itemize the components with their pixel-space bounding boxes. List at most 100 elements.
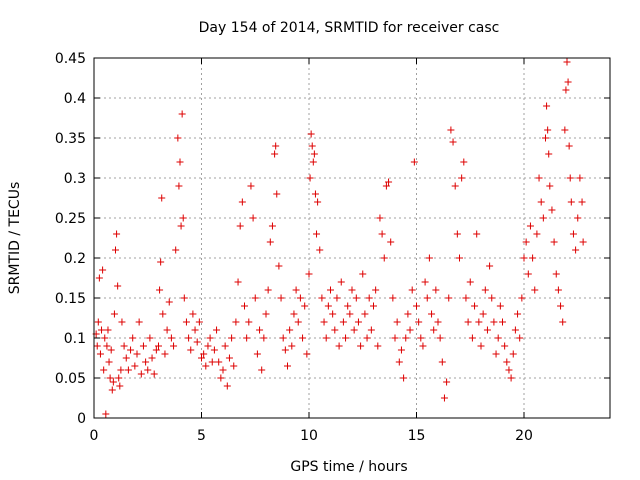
data-point <box>557 303 564 310</box>
data-point <box>565 79 572 86</box>
data-point <box>553 271 560 278</box>
data-point <box>503 359 510 366</box>
data-point <box>422 279 429 286</box>
data-point <box>258 367 265 374</box>
data-point <box>501 343 508 350</box>
data-point <box>499 319 506 326</box>
data-point <box>566 143 573 150</box>
data-point <box>222 343 229 350</box>
data-point <box>546 183 553 190</box>
data-point <box>110 379 117 386</box>
data-point <box>368 327 375 334</box>
x-tick-label: 0 <box>90 428 99 444</box>
data-point <box>570 231 577 238</box>
data-point <box>443 379 450 386</box>
data-point <box>178 223 185 230</box>
data-point <box>134 351 141 358</box>
data-point <box>301 303 308 310</box>
data-point <box>273 191 280 198</box>
data-point <box>329 311 336 318</box>
data-point <box>456 255 463 262</box>
data-point <box>321 319 328 326</box>
data-point <box>376 215 383 222</box>
data-point <box>260 335 267 342</box>
data-point <box>469 335 476 342</box>
data-point <box>426 255 433 262</box>
data-point <box>346 311 353 318</box>
data-point <box>559 319 566 326</box>
y-tick-label: 0.2 <box>64 251 86 267</box>
data-point <box>230 363 237 370</box>
data-point <box>235 279 242 286</box>
data-point <box>284 363 291 370</box>
data-point <box>545 151 552 158</box>
data-point <box>508 375 515 382</box>
data-point <box>379 231 386 238</box>
data-point <box>561 127 568 134</box>
data-point <box>389 295 396 302</box>
data-point <box>213 327 220 334</box>
data-point <box>265 287 272 294</box>
data-point <box>344 303 351 310</box>
data-point <box>269 223 276 230</box>
data-point <box>531 287 538 294</box>
data-point <box>138 371 145 378</box>
data-point <box>96 275 103 282</box>
data-point <box>129 335 136 342</box>
data-point <box>180 215 187 222</box>
data-point <box>544 127 551 134</box>
data-point <box>338 279 345 286</box>
data-point <box>564 59 571 66</box>
data-point <box>111 311 118 318</box>
data-point <box>245 319 252 326</box>
data-point <box>263 311 270 318</box>
data-point <box>211 347 218 354</box>
data-point <box>540 215 547 222</box>
data-point <box>172 247 179 254</box>
data-point <box>168 335 175 342</box>
data-point <box>189 311 196 318</box>
data-point <box>97 351 104 358</box>
data-point <box>460 159 467 166</box>
data-point <box>267 239 274 246</box>
data-point <box>572 247 579 254</box>
data-point <box>215 359 222 366</box>
data-point <box>458 175 465 182</box>
data-point <box>505 367 512 374</box>
data-point <box>372 287 379 294</box>
data-point <box>252 295 259 302</box>
data-point <box>112 247 119 254</box>
data-point <box>307 175 314 182</box>
data-point <box>170 343 177 350</box>
data-point <box>286 327 293 334</box>
data-point <box>256 327 263 334</box>
data-point <box>306 271 313 278</box>
data-point <box>123 355 130 362</box>
data-point <box>518 295 525 302</box>
data-point <box>103 343 110 350</box>
data-point <box>310 159 317 166</box>
data-point <box>361 311 368 318</box>
data-point <box>331 327 338 334</box>
y-axis-label: SRMTID / TECUs <box>7 182 23 295</box>
y-tick-label: 0.4 <box>64 91 86 107</box>
data-point <box>430 327 437 334</box>
data-point <box>432 287 439 294</box>
data-point <box>174 135 181 142</box>
data-point <box>311 151 318 158</box>
data-point <box>108 347 115 354</box>
data-point <box>579 199 586 206</box>
data-point <box>349 287 356 294</box>
data-point <box>439 359 446 366</box>
data-point <box>100 367 107 374</box>
data-point <box>144 367 151 374</box>
data-point <box>98 327 105 334</box>
data-point <box>118 319 125 326</box>
x-tick-label: 5 <box>197 428 206 444</box>
data-point <box>452 183 459 190</box>
data-point <box>158 195 165 202</box>
data-point <box>99 267 106 274</box>
data-point <box>254 351 261 358</box>
data-point <box>364 335 371 342</box>
data-point <box>288 343 295 350</box>
